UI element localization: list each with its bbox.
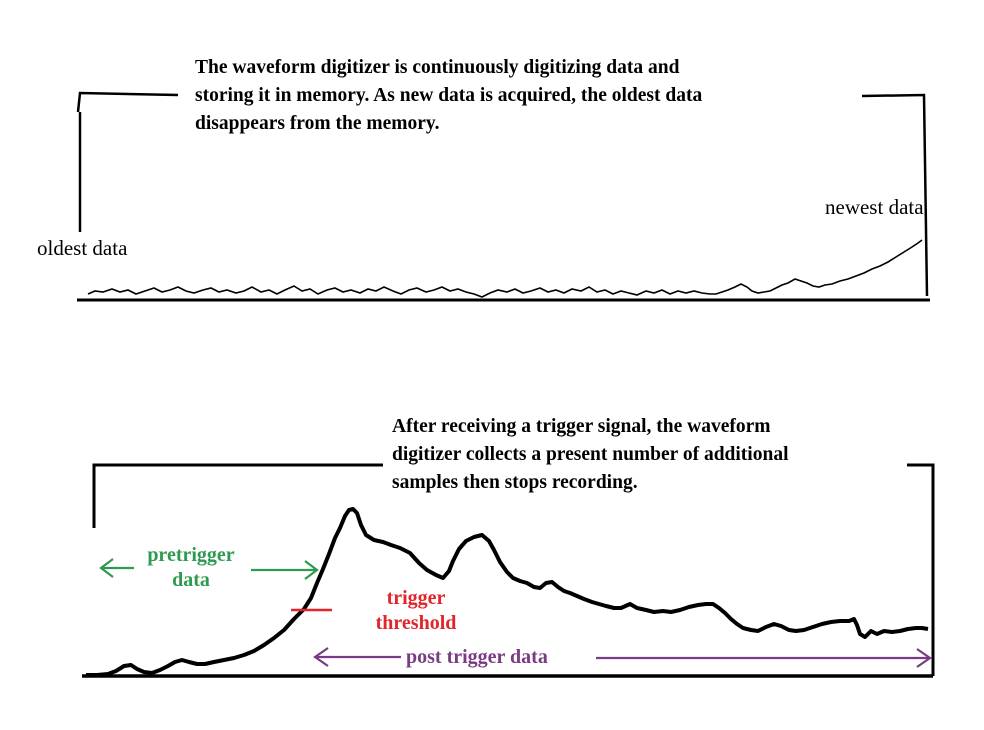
- post-trigger-label: post trigger data: [406, 646, 548, 668]
- top-caption-line-2: storing it in memory. As new data is acq…: [195, 85, 703, 106]
- trigger-threshold-label: trigger threshold: [360, 586, 472, 636]
- top-memory-bracket: [76, 91, 929, 297]
- post-trigger-arrow-left: [313, 647, 401, 667]
- top-waveform: [87, 239, 923, 298]
- bottom-memory-bracket: [92, 463, 935, 676]
- pretrigger-label-line-2: data: [172, 569, 210, 591]
- pretrigger-label-line-1: pretrigger: [147, 544, 235, 566]
- pretrigger-arrow-left: [99, 558, 134, 578]
- bottom-caption-line-3: samples then stops recording.: [392, 472, 638, 493]
- bottom-caption: After receiving a trigger signal, the wa…: [392, 413, 788, 497]
- top-caption-line-1: The waveform digitizer is continuously d…: [195, 57, 680, 78]
- pretrigger-arrow-right: [251, 560, 319, 580]
- bottom-waveform: [86, 507, 929, 677]
- bottom-caption-line-2: digitizer collects a present number of a…: [392, 444, 789, 465]
- newest-data-label: newest data: [825, 195, 924, 219]
- trigger-label-line-2: threshold: [375, 612, 457, 634]
- top-caption: The waveform digitizer is continuously d…: [195, 54, 702, 138]
- pretrigger-label: pretrigger data: [135, 543, 247, 593]
- oldest-data-label: oldest data: [37, 236, 128, 260]
- post-trigger-arrow-right: [596, 648, 932, 668]
- bottom-caption-line-1: After receiving a trigger signal, the wa…: [392, 416, 771, 437]
- top-caption-line-3: disappears from the memory.: [195, 113, 440, 134]
- trigger-label-line-1: trigger: [386, 587, 446, 609]
